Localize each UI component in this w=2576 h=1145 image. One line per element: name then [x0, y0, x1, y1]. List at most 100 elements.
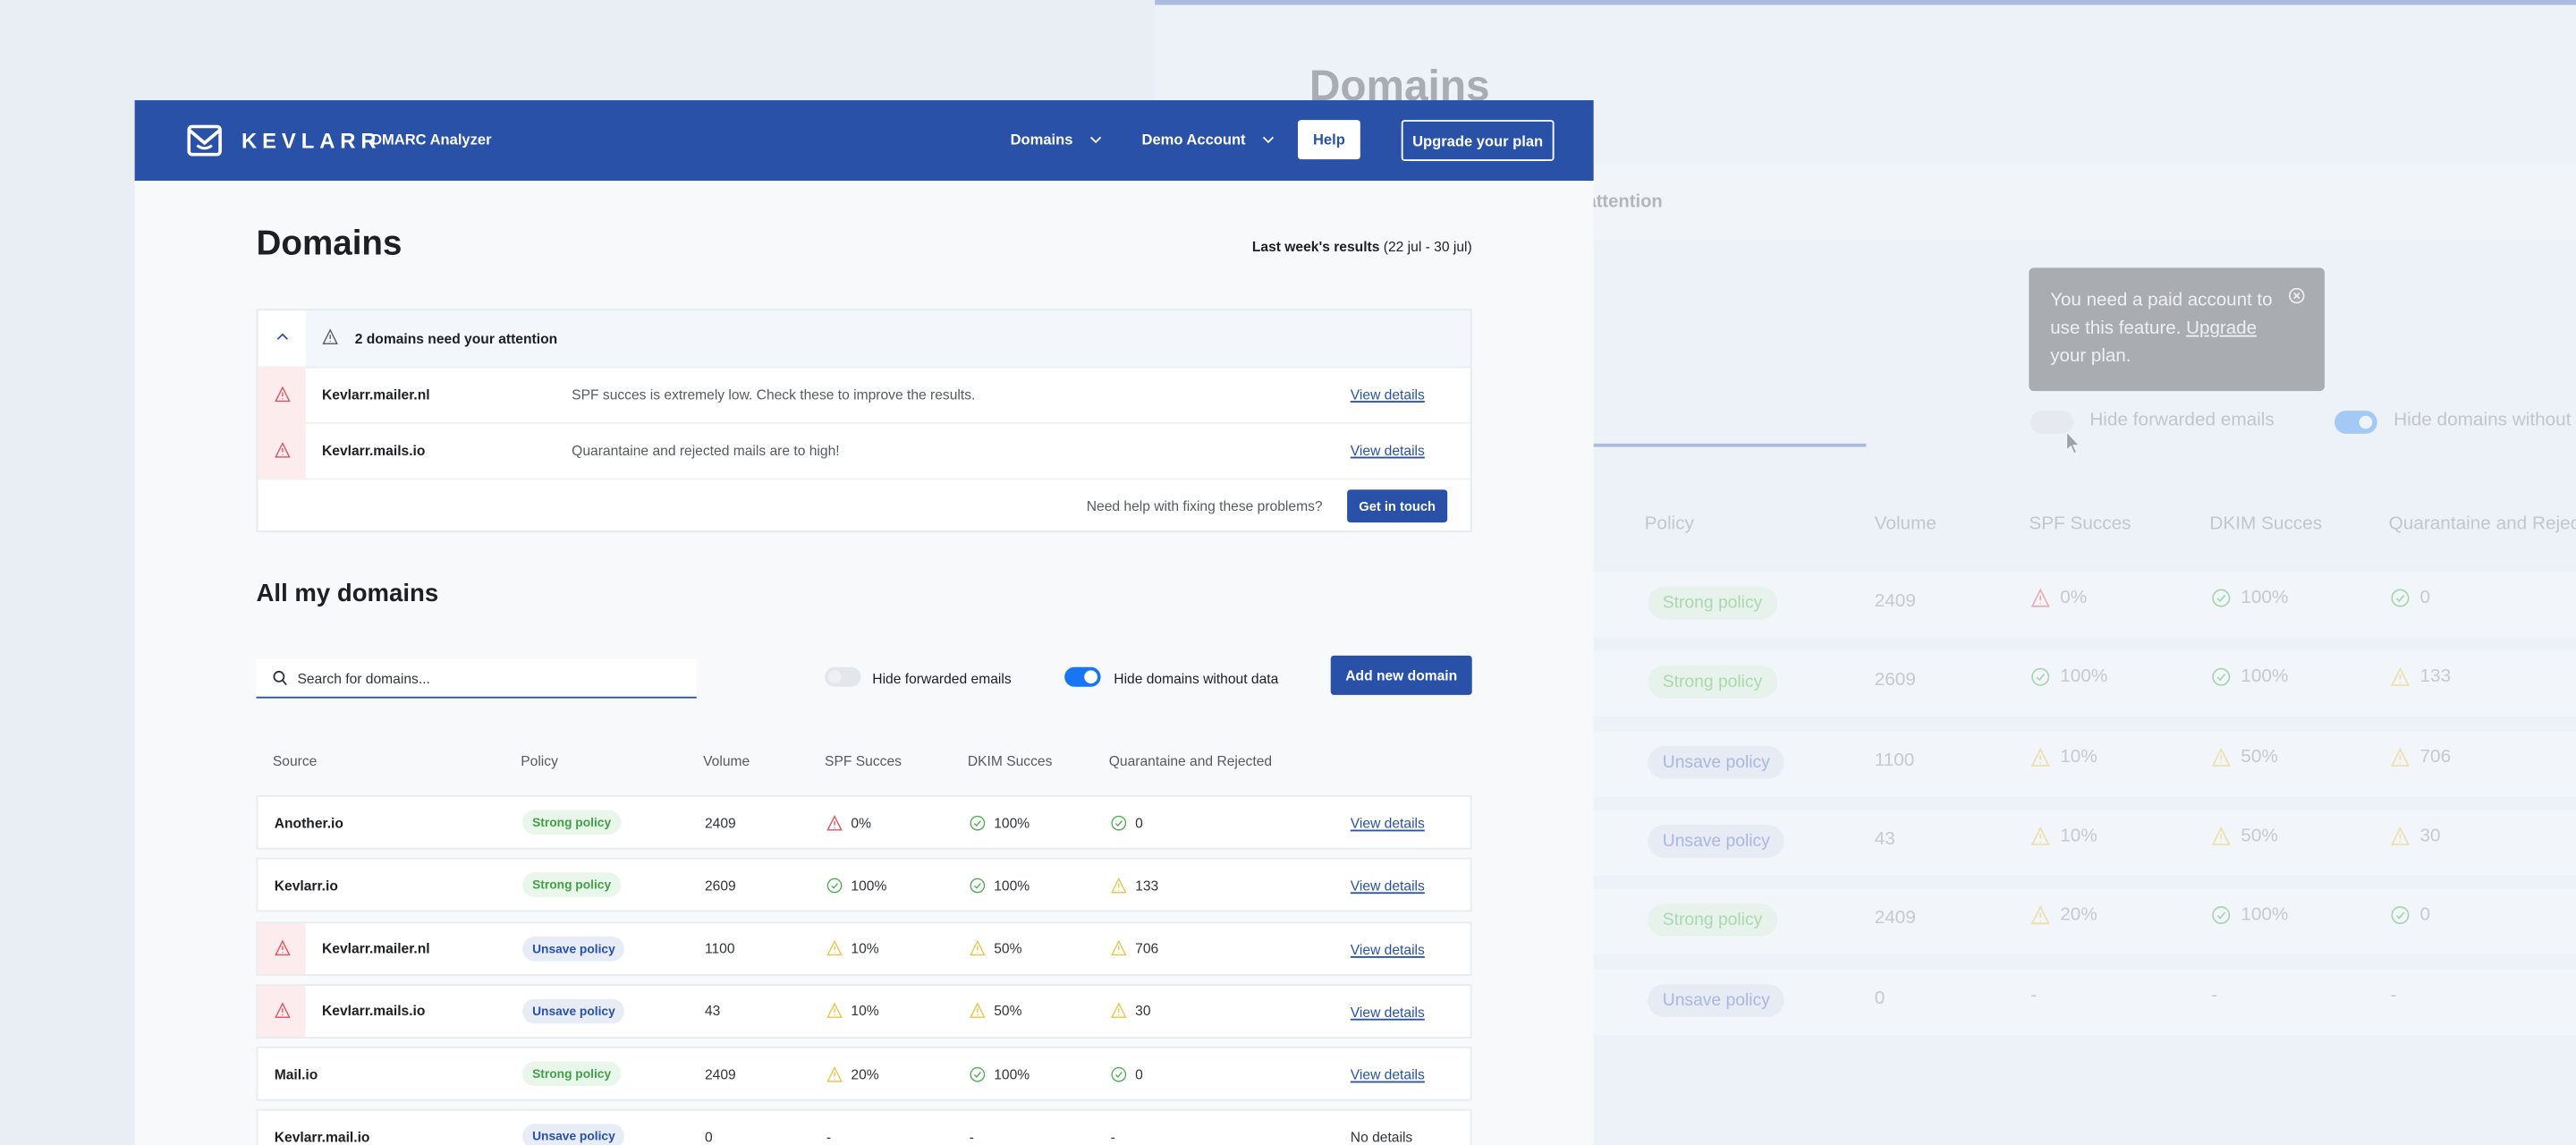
- spf-value: 10%: [851, 939, 879, 957]
- table-row[interactable]: Kevlarr.mail.io Unsave policy 0 - - - No detai…: [256, 1109, 1472, 1145]
- warning-icon: [826, 939, 843, 956]
- bg-dkim-cell: -: [2211, 985, 2217, 1005]
- attention-message: SPF succes is extremely low. Check these…: [572, 386, 976, 403]
- view-details-link[interactable]: View details: [1350, 1066, 1425, 1083]
- col-spf[interactable]: SPF Succes: [825, 752, 902, 769]
- warning-icon: [970, 939, 986, 956]
- help-text: Need help with fixing these problems?: [1086, 497, 1323, 514]
- search-input[interactable]: Search for domains...: [256, 658, 697, 699]
- warning-icon: [2030, 746, 2050, 766]
- table-row[interactable]: Mail.io Strong policy 2409 20% 100% 0 View det…: [256, 1047, 1472, 1101]
- attention-header[interactable]: 2 domains need your attention: [305, 310, 1470, 369]
- alert-cell: [258, 985, 306, 1037]
- upgrade-tooltip: You need a paid account to use this feat…: [2029, 267, 2325, 392]
- domains-table: Another.io Strong policy 2409 0% 100% 0 View d…: [256, 794, 1472, 1145]
- view-details-link[interactable]: View details: [1350, 386, 1425, 403]
- spf-value: 100%: [2060, 667, 2108, 688]
- qr-cell: 0: [1111, 1048, 1143, 1099]
- dkim-cell: -: [970, 1112, 974, 1145]
- nav-domains[interactable]: Domains: [1011, 131, 1103, 148]
- check-circle-icon: [970, 878, 986, 893]
- table-row[interactable]: Kevlarr.mails.io Unsave policy 43 10% 50% 30 V…: [256, 984, 1472, 1039]
- qr-value: 0: [2419, 588, 2431, 608]
- policy-badge: Strong policy: [1648, 903, 1777, 937]
- qr-value: 706: [1135, 939, 1159, 957]
- help-button[interactable]: Help: [1298, 120, 1360, 160]
- spf-cell: 10%: [826, 922, 879, 973]
- source-cell: Kevlarr.mails.io: [321, 1003, 426, 1020]
- policy-cell: Strong policy: [522, 1048, 622, 1099]
- table-row[interactable]: Kevlarr.io Strong policy 2609 100% 100% 133 Vi…: [256, 858, 1472, 912]
- bg-toggle-hide-empty[interactable]: [2334, 411, 2377, 434]
- bg-dkim-cell: 100%: [2211, 905, 2288, 925]
- qr-value: 133: [2419, 667, 2452, 688]
- qr-cell: 133: [1111, 860, 1158, 911]
- col-volume[interactable]: Volume: [703, 752, 750, 769]
- check-circle-icon: [826, 878, 843, 893]
- policy-badge: Unsave policy: [1648, 983, 1785, 1017]
- tooltip-upgrade-link[interactable]: Upgrade: [2186, 318, 2258, 339]
- view-details-link[interactable]: View details: [1350, 878, 1425, 895]
- source-cell: Mail.io: [274, 1065, 318, 1082]
- chevron-up-icon[interactable]: [276, 332, 290, 342]
- bg-col-dkim: DKIM Succes: [2209, 513, 2323, 534]
- qr-value: 706: [2419, 746, 2452, 768]
- add-domain-button[interactable]: Add new domain: [1330, 655, 1472, 695]
- upgrade-plan-button[interactable]: Upgrade your plan: [1401, 120, 1555, 161]
- bg-col-spf: SPF Succes: [2029, 513, 2131, 534]
- policy-badge: Strong policy: [1648, 586, 1777, 620]
- bg-toggle-hide-forwarded[interactable]: [2030, 411, 2073, 434]
- policy-badge: Strong policy: [1648, 666, 1777, 700]
- table-row[interactable]: Another.io Strong policy 2409 0% 100% 0 View d…: [256, 794, 1472, 850]
- qr-value: 0: [1135, 1065, 1143, 1082]
- bg-policy-cell: Strong policy: [1648, 666, 1777, 700]
- search-icon: [273, 670, 287, 686]
- check-circle-icon: [2212, 906, 2231, 925]
- check-circle-icon: [2391, 589, 2410, 607]
- policy-badge: Unsave policy: [522, 1124, 625, 1145]
- toggle-hide-forwarded[interactable]: [825, 666, 861, 687]
- bg-dkim-cell: 100%: [2211, 667, 2288, 687]
- qr-value: 0: [1135, 814, 1143, 831]
- col-policy[interactable]: Policy: [521, 752, 558, 769]
- bg-volume-cell: 2609: [1874, 670, 1916, 691]
- alert-cell: [258, 422, 306, 479]
- close-icon[interactable]: [2289, 287, 2305, 304]
- top-nav-bar: KEVLARR DMARC Analyzer Domains Demo Acco…: [134, 100, 1594, 182]
- volume-cell: 43: [704, 1003, 721, 1020]
- bg-policy-cell: Strong policy: [1648, 586, 1777, 620]
- spf-value: 0%: [851, 814, 872, 831]
- kevlarr-logo-icon: [187, 124, 222, 157]
- bg-spf-cell: -: [2030, 985, 2037, 1005]
- check-circle-icon: [1111, 814, 1127, 830]
- bg-policy-cell: Strong policy: [1648, 903, 1777, 937]
- qr-value: 30: [2419, 826, 2441, 846]
- dkim-cell: 100%: [970, 1048, 1030, 1099]
- col-dkim[interactable]: DKIM Succes: [967, 752, 1053, 769]
- nav-label: Domains: [1010, 131, 1073, 148]
- bg-spf-cell: 100%: [2030, 667, 2107, 687]
- get-in-touch-button[interactable]: Get in touch: [1347, 489, 1448, 523]
- toggle-hide-empty[interactable]: [1064, 666, 1101, 687]
- bg-dkim-cell: 50%: [2211, 746, 2278, 767]
- table-row[interactable]: Kevlarr.mailer.nl Unsave policy 1100 10% 50%…: [256, 920, 1472, 976]
- check-circle-icon: [2212, 668, 2231, 687]
- warning-icon: [2211, 826, 2231, 845]
- view-details-link[interactable]: View details: [1350, 1004, 1425, 1021]
- qr-cell: -: [1111, 1112, 1115, 1145]
- view-details-link[interactable]: View details: [1350, 940, 1425, 958]
- check-circle-icon: [1111, 1066, 1127, 1081]
- col-source[interactable]: Source: [272, 752, 318, 769]
- view-details-link[interactable]: View details: [1350, 442, 1425, 459]
- spf-value: 10%: [2060, 746, 2097, 768]
- bg-dkim-cell: 50%: [2211, 826, 2278, 846]
- toggle-label: Hide forwarded emails: [872, 670, 1012, 687]
- attention-domain: Kevlarr.mailer.nl: [321, 386, 430, 403]
- view-details-link[interactable]: View details: [1350, 815, 1425, 832]
- warning-icon: [1111, 939, 1127, 956]
- nav-demo-account[interactable]: Demo Account: [1142, 131, 1275, 148]
- bg-qr-cell: -: [2390, 985, 2396, 1005]
- col-quarantine[interactable]: Quarantaine and Rejected: [1108, 752, 1273, 769]
- source-cell: Another.io: [274, 814, 343, 831]
- bg-volume-cell: 43: [1874, 829, 1895, 850]
